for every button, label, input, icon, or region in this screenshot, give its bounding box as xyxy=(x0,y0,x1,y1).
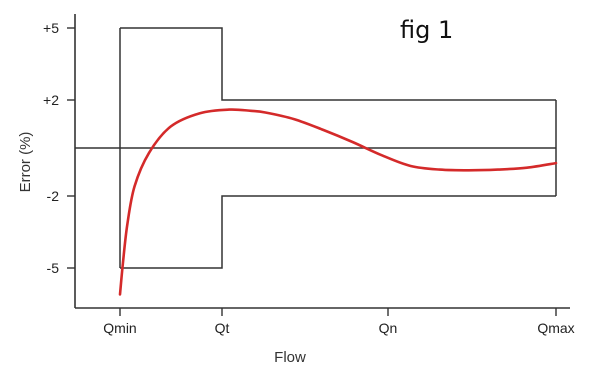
error-curve xyxy=(118,108,558,296)
y-tick-label: -2 xyxy=(47,188,60,204)
series-group xyxy=(118,108,558,296)
x-axis-title: Flow xyxy=(274,349,306,366)
x-tick-label: Qn xyxy=(379,320,398,336)
lower-limit-line xyxy=(120,195,556,269)
y-axis-title: Error (%) xyxy=(17,132,34,193)
y-tick-label: +5 xyxy=(43,20,59,36)
figure-annotation: fig 1 xyxy=(400,16,453,44)
x-tick-label: Qmin xyxy=(103,320,136,336)
y-tick-label: +2 xyxy=(43,92,59,108)
y-tick-label: -5 xyxy=(47,260,60,276)
axes xyxy=(67,14,570,316)
tolerance-envelope xyxy=(75,27,557,269)
x-tick-label: Qt xyxy=(215,320,230,336)
x-tick-label: Qmax xyxy=(537,320,574,336)
upper-limit-line xyxy=(120,27,556,101)
labels-group: +5 +2 -2 -5 Qmin Qt Qn Qmax Flow Error (%) fig 1 xyxy=(17,16,575,366)
